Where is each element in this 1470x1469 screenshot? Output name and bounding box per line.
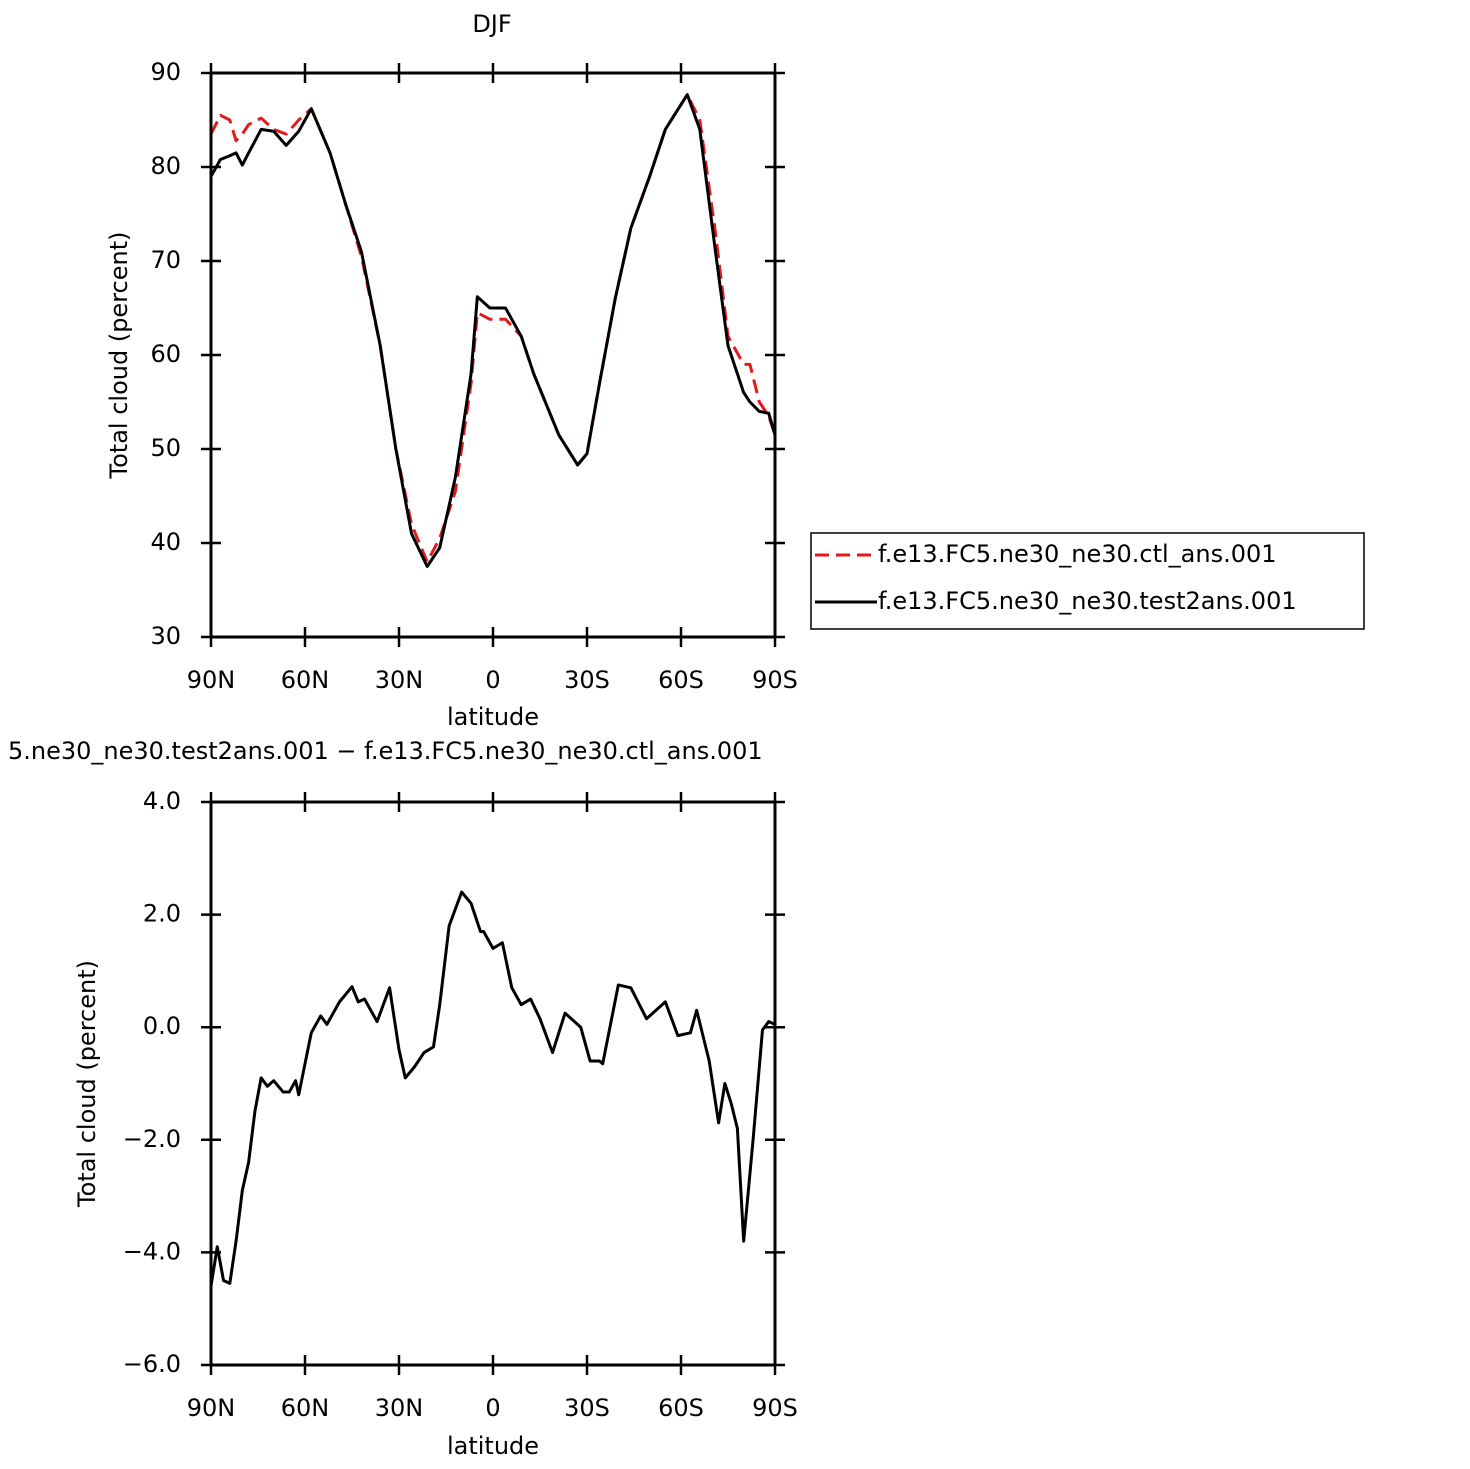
chart-title: 5.ne30_ne30.test2ans.001 − f.e13.FC5.ne3… (8, 737, 763, 765)
x-tick-label: 30N (375, 1394, 424, 1422)
x-tick-label: 90S (752, 1394, 798, 1422)
y-tick-label: 0.0 (143, 1012, 181, 1040)
x-tick-label: 60S (658, 666, 704, 694)
x-tick-label: 30N (375, 666, 424, 694)
y-tick-label: −6.0 (123, 1350, 181, 1378)
y-tick-label: −4.0 (123, 1237, 181, 1265)
x-axis-label: latitude (447, 703, 539, 731)
legend-box (810, 532, 1365, 630)
chart-title: DJF (472, 10, 511, 38)
data-line (209, 890, 776, 1287)
x-tick-label: 90N (187, 1394, 236, 1422)
y-tick-label: 70 (150, 246, 181, 274)
legend-label: f.e13.FC5.ne30_ne30.ctl_ans.001 (878, 540, 1277, 568)
x-tick-label: 30S (564, 666, 610, 694)
plot-frame (209, 800, 777, 1367)
y-tick-label: 80 (150, 152, 181, 180)
y-tick-label: 90 (150, 58, 181, 86)
x-tick-label: 0 (485, 1394, 500, 1422)
x-tick-label: 60N (281, 666, 330, 694)
x-tick-label: 0 (485, 666, 500, 694)
y-tick-label: 50 (150, 434, 181, 462)
data-line (209, 93, 777, 568)
legend-label: f.e13.FC5.ne30_ne30.test2ans.001 (878, 587, 1297, 615)
y-tick-label: 4.0 (143, 787, 181, 815)
y-tick-label: 40 (150, 528, 181, 556)
x-tick-label: 30S (564, 1394, 610, 1422)
y-axis-label: Total cloud (percent) (73, 960, 101, 1208)
x-tick-label: 90S (752, 666, 798, 694)
y-axis-label: Total cloud (percent) (105, 232, 133, 480)
plot-frame (209, 71, 777, 639)
data-line (209, 93, 777, 564)
x-tick-label: 60S (658, 1394, 704, 1422)
x-tick-label: 60N (281, 1394, 330, 1422)
y-tick-label: 30 (150, 622, 181, 650)
x-tick-label: 90N (187, 666, 236, 694)
y-tick-label: 2.0 (143, 900, 181, 928)
y-tick-label: −2.0 (123, 1125, 181, 1153)
y-tick-label: 60 (150, 340, 181, 368)
x-axis-label: latitude (447, 1432, 539, 1460)
